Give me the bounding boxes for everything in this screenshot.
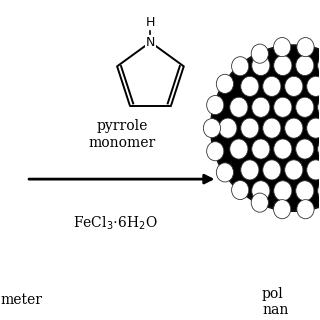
Text: pol: pol [262, 287, 284, 301]
Ellipse shape [252, 97, 270, 117]
Ellipse shape [263, 76, 281, 96]
Ellipse shape [296, 139, 314, 159]
Ellipse shape [216, 163, 234, 182]
Ellipse shape [219, 118, 237, 138]
Ellipse shape [241, 118, 259, 138]
Ellipse shape [296, 55, 314, 76]
Ellipse shape [296, 97, 314, 117]
Ellipse shape [285, 118, 303, 138]
Ellipse shape [318, 139, 320, 159]
Ellipse shape [274, 97, 292, 117]
Ellipse shape [318, 97, 320, 117]
Ellipse shape [319, 44, 320, 63]
Ellipse shape [230, 139, 248, 159]
Ellipse shape [274, 181, 292, 201]
Ellipse shape [216, 74, 234, 93]
Text: N: N [146, 36, 155, 49]
Ellipse shape [207, 95, 224, 115]
Ellipse shape [307, 76, 320, 96]
Ellipse shape [251, 193, 268, 212]
Ellipse shape [307, 118, 320, 138]
Ellipse shape [252, 55, 270, 76]
Text: FeCl$_3$⋅6H$_2$O: FeCl$_3$⋅6H$_2$O [73, 215, 158, 232]
Ellipse shape [241, 160, 259, 180]
Ellipse shape [318, 55, 320, 76]
Ellipse shape [307, 160, 320, 180]
Ellipse shape [251, 44, 268, 63]
Text: nan: nan [262, 303, 288, 317]
Ellipse shape [285, 160, 303, 180]
Text: meter: meter [1, 293, 43, 307]
Ellipse shape [318, 181, 320, 201]
Ellipse shape [252, 139, 270, 159]
Ellipse shape [274, 139, 292, 159]
Ellipse shape [285, 76, 303, 96]
Ellipse shape [241, 76, 259, 96]
Ellipse shape [252, 181, 270, 201]
Text: pyrrole
monomer: pyrrole monomer [88, 119, 156, 150]
Ellipse shape [232, 57, 249, 76]
Ellipse shape [274, 55, 292, 76]
Ellipse shape [207, 142, 224, 161]
Ellipse shape [263, 160, 281, 180]
Ellipse shape [274, 37, 291, 57]
Text: H: H [146, 17, 155, 29]
Ellipse shape [296, 181, 314, 201]
Ellipse shape [211, 45, 320, 211]
Ellipse shape [297, 200, 314, 219]
Ellipse shape [274, 200, 291, 219]
Ellipse shape [203, 119, 220, 138]
Ellipse shape [230, 97, 248, 117]
Ellipse shape [263, 118, 281, 138]
Ellipse shape [319, 193, 320, 212]
Ellipse shape [297, 37, 314, 57]
Ellipse shape [232, 180, 249, 200]
